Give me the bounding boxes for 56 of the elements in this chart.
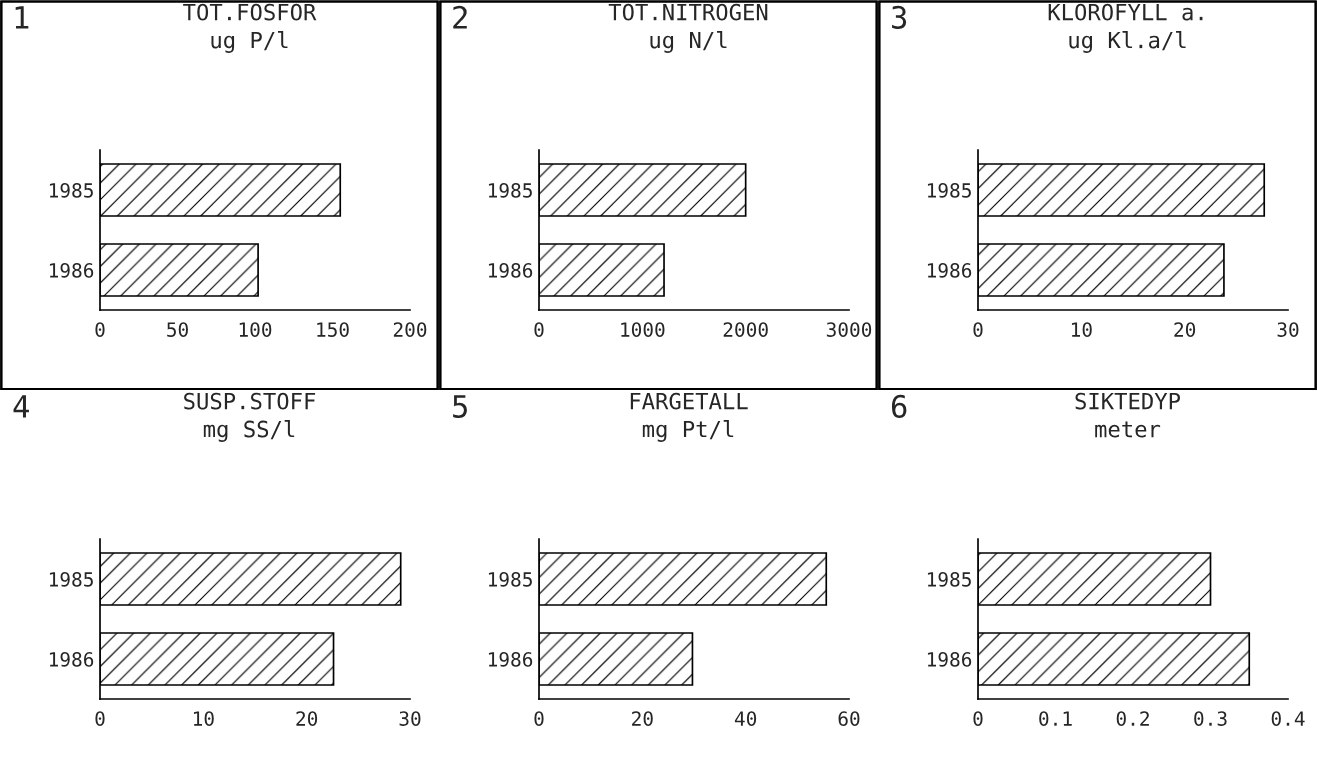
chart-subtitle: ug N/l xyxy=(650,31,727,53)
y-tick-label: 1986 xyxy=(49,263,94,278)
x-tick-label: 10 xyxy=(193,711,214,726)
chart-title: SIKTEDYP xyxy=(1075,392,1181,410)
y-tick-label: 1986 xyxy=(927,263,972,278)
text: 1 xyxy=(15,6,29,29)
x-tick-label: 200 xyxy=(393,322,427,337)
x-tick-label: 0 xyxy=(534,711,544,726)
y-tick-label: 1986 xyxy=(488,652,533,667)
text: 4 xyxy=(13,395,29,418)
x-tick-label: 0.1 xyxy=(1039,711,1072,726)
x-tick-label: 50 xyxy=(167,322,188,337)
x-tick-label: 20 xyxy=(1174,322,1196,337)
x-tick-label: 3000 xyxy=(826,322,872,337)
x-tick-label: 0 xyxy=(973,322,983,337)
text: 2 xyxy=(453,5,467,29)
y-tick-label: 1985 xyxy=(49,183,93,198)
chart-subtitle: mg Pt/l xyxy=(642,420,734,442)
y-tick-label: 1986 xyxy=(927,652,972,667)
chart-title: TOT.NITROGEN xyxy=(608,3,768,21)
y-tick-label: 1985 xyxy=(49,572,93,587)
y-tick-label: 1985 xyxy=(488,572,532,587)
x-tick-label: 30 xyxy=(399,711,421,726)
chart-subtitle: meter xyxy=(1095,421,1161,438)
y-tick-label: 1985 xyxy=(927,183,971,198)
y-tick-label: 1985 xyxy=(927,572,971,587)
x-tick-label: 0 xyxy=(534,322,544,337)
chart-title: TOT.FOSFOR xyxy=(183,3,317,21)
chart-title: SUSP.STOFF xyxy=(184,392,316,410)
x-tick-label: 0 xyxy=(95,322,105,337)
x-tick-label: 0.2 xyxy=(1116,711,1149,726)
y-tick-label: 1985 xyxy=(488,183,532,198)
x-tick-label: 0 xyxy=(973,711,983,726)
text: 3 xyxy=(892,5,907,29)
x-tick-label: 20 xyxy=(632,711,653,726)
chart-subtitle: ug P/l xyxy=(211,31,288,53)
x-tick-label: 150 xyxy=(317,322,349,337)
chart-subtitle: ug Kl.a/l xyxy=(1069,31,1186,53)
text: 5 xyxy=(453,395,467,418)
text: 6 xyxy=(891,394,907,418)
x-tick-label: 40 xyxy=(734,711,757,726)
x-tick-label: 1000 xyxy=(621,322,665,337)
x-tick-label: 10 xyxy=(1071,322,1092,337)
y-tick-label: 1986 xyxy=(488,263,533,278)
x-tick-label: 60 xyxy=(838,711,860,726)
x-tick-label: 100 xyxy=(239,322,272,337)
x-tick-label: 0.4 xyxy=(1271,711,1305,726)
x-tick-label: 30 xyxy=(1277,322,1299,337)
x-tick-label: 2000 xyxy=(723,322,768,337)
chart-subtitle: mg SS/l xyxy=(203,420,295,442)
chart-title: FARGETALL xyxy=(630,392,748,410)
x-tick-label: 0.3 xyxy=(1194,711,1227,726)
chart-title: KLOROFYLL a. xyxy=(1048,3,1203,21)
y-tick-label: 1986 xyxy=(49,652,94,667)
x-tick-label: 0 xyxy=(95,711,105,726)
x-tick-label: 20 xyxy=(296,711,318,726)
